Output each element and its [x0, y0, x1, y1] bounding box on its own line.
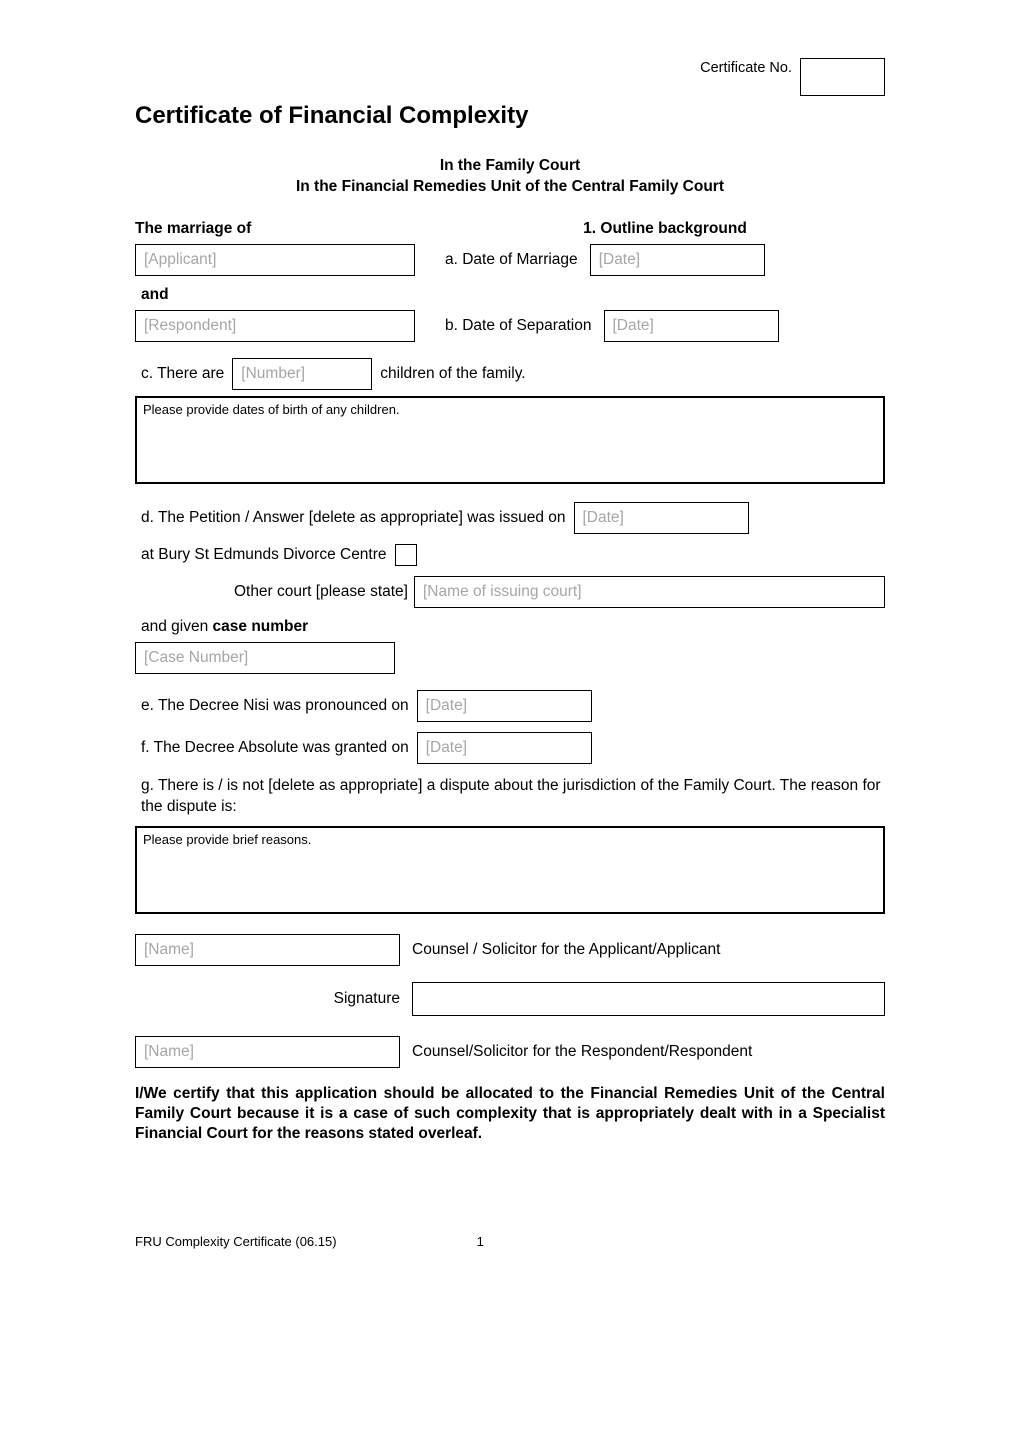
certify-statement: I/We certify that this application shoul… [135, 1084, 885, 1144]
children-number-input[interactable]: [Number] [232, 358, 372, 390]
applicant-counsel-label: Counsel / Solicitor for the Applicant/Ap… [412, 941, 720, 959]
dispute-reasons-textarea[interactable]: Please provide brief reasons. [135, 826, 885, 914]
footer-doc-id: FRU Complexity Certificate (06.15) [135, 1234, 337, 1249]
court-line-1: In the Family Court [135, 156, 885, 177]
other-court-input[interactable]: [Name of issuing court] [414, 576, 885, 608]
children-dob-textarea[interactable]: Please provide dates of birth of any chi… [135, 396, 885, 484]
petition-issued-label: d. The Petition / Answer [delete as appr… [141, 509, 566, 527]
marriage-heading: The marriage of [135, 220, 251, 237]
certificate-no-input[interactable] [800, 58, 885, 96]
other-court-label: Other court [please state] [135, 583, 410, 601]
page-title: Certificate of Financial Complexity [135, 102, 885, 130]
bury-st-edmunds-label: at Bury St Edmunds Divorce Centre [141, 546, 387, 564]
respondent-counsel-label: Counsel/Solicitor for the Respondent/Res… [412, 1043, 752, 1061]
petition-issued-date-input[interactable]: [Date] [574, 502, 749, 534]
bury-st-edmunds-checkbox[interactable] [395, 544, 417, 566]
and-label: and [141, 286, 885, 304]
decree-nisi-date-input[interactable]: [Date] [417, 690, 592, 722]
date-of-separation-label: b. Date of Separation [445, 317, 592, 335]
court-line-2: In the Financial Remedies Unit of the Ce… [135, 177, 885, 198]
jurisdiction-dispute-text: g. There is / is not [delete as appropri… [141, 776, 885, 818]
case-number-input[interactable]: [Case Number] [135, 642, 395, 674]
children-prefix: c. There are [141, 365, 224, 383]
court-heading: In the Family Court In the Financial Rem… [135, 156, 885, 198]
signature-label: Signature [135, 990, 400, 1008]
case-number-prefix: and given [141, 618, 213, 635]
signature-box[interactable] [412, 982, 885, 1016]
case-number-bold: case number [213, 618, 309, 635]
outline-heading: 1. Outline background [583, 220, 747, 238]
certificate-no-label: Certificate No. [700, 58, 792, 76]
date-of-marriage-input[interactable]: [Date] [590, 244, 765, 276]
respondent-input[interactable]: [Respondent] [135, 310, 415, 342]
date-of-marriage-label: a. Date of Marriage [445, 251, 578, 269]
footer-page-number: 1 [477, 1234, 484, 1249]
decree-nisi-label: e. The Decree Nisi was pronounced on [141, 697, 409, 715]
applicant-counsel-name-input[interactable]: [Name] [135, 934, 400, 966]
decree-absolute-date-input[interactable]: [Date] [417, 732, 592, 764]
respondent-counsel-name-input[interactable]: [Name] [135, 1036, 400, 1068]
dispute-reasons-hint: Please provide brief reasons. [143, 832, 311, 847]
date-of-separation-input[interactable]: [Date] [604, 310, 779, 342]
children-suffix: children of the family. [380, 365, 525, 383]
children-dob-hint: Please provide dates of birth of any chi… [143, 402, 400, 417]
applicant-input[interactable]: [Applicant] [135, 244, 415, 276]
decree-absolute-label: f. The Decree Absolute was granted on [141, 739, 409, 757]
